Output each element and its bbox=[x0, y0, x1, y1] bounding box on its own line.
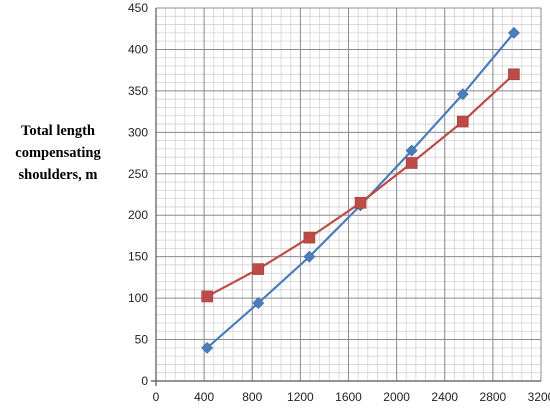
y-axis-label-line-3: shoulders, m bbox=[18, 167, 98, 183]
y-tick-label: 300 bbox=[128, 125, 148, 139]
x-tick-label: 2800 bbox=[480, 390, 507, 404]
series-1-point bbox=[252, 297, 265, 310]
series-2-point bbox=[303, 231, 316, 244]
series-1-point bbox=[303, 250, 316, 263]
x-tick-label: 800 bbox=[242, 390, 262, 404]
x-tick-label: 0 bbox=[153, 390, 160, 404]
y-axis-label: Total length compensating shoulders, m bbox=[2, 120, 114, 186]
series-2-point bbox=[405, 157, 418, 169]
y-axis-label-line-2: compensating bbox=[15, 145, 101, 161]
y-tick-label: 350 bbox=[128, 84, 148, 98]
series-2-point bbox=[508, 68, 520, 81]
series-1-point bbox=[456, 88, 469, 101]
axes bbox=[151, 8, 541, 386]
series-2-point bbox=[456, 115, 469, 128]
y-tick-label: 450 bbox=[128, 1, 148, 15]
y-tick-label: 200 bbox=[128, 208, 148, 222]
series-1-point bbox=[201, 341, 214, 354]
x-tick-label: 2000 bbox=[383, 390, 410, 404]
y-tick-label: 400 bbox=[128, 42, 148, 56]
y-tick-label: 250 bbox=[128, 167, 148, 181]
x-tick-label: 400 bbox=[194, 390, 214, 404]
y-axis-label-line-1: Total length bbox=[21, 123, 95, 139]
x-tick-label: 2400 bbox=[431, 390, 458, 404]
y-tick-label: 150 bbox=[128, 250, 148, 264]
y-tick-label: 50 bbox=[135, 333, 149, 347]
series-2-point bbox=[252, 263, 265, 275]
x-tick-label: 1200 bbox=[287, 390, 314, 404]
y-tick-label: 100 bbox=[128, 291, 148, 305]
series-2-point bbox=[201, 290, 213, 303]
series-1-point bbox=[508, 26, 520, 39]
series-2-point bbox=[354, 196, 367, 209]
y-tick-label: 0 bbox=[141, 374, 148, 388]
x-tick-label: 1600 bbox=[335, 390, 362, 404]
data-series bbox=[201, 26, 520, 354]
major-grid bbox=[155, 7, 542, 382]
series-1-point bbox=[405, 144, 418, 157]
